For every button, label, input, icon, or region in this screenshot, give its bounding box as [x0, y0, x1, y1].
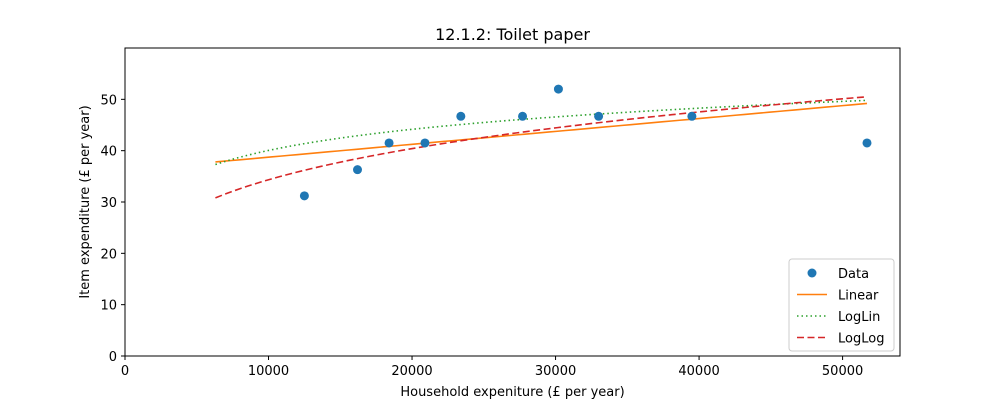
y-tick-label: 50	[100, 93, 117, 108]
y-tick-label: 40	[100, 145, 117, 160]
fit-lines	[215, 95, 868, 199]
data-point	[299, 191, 309, 201]
data-point	[518, 111, 528, 121]
legend-marker-data	[807, 268, 817, 278]
fit-line-loglog	[215, 95, 868, 199]
data-point	[553, 84, 563, 94]
x-axis-ticks: 0 10000 20000 30000 40000 50000	[121, 356, 863, 379]
x-tick-label: 50000	[822, 364, 863, 379]
y-tick-label: 10	[100, 299, 117, 314]
data-point	[384, 138, 394, 148]
fit-line-linear	[215, 102, 868, 163]
x-tick-label: 20000	[391, 364, 432, 379]
legend-label-loglin: LogLin	[838, 310, 880, 325]
x-tick-label: 30000	[535, 364, 576, 379]
data-points	[299, 84, 872, 201]
y-tick-label: 0	[109, 350, 117, 365]
legend-label-linear: Linear	[838, 289, 879, 304]
y-tick-label: 30	[100, 196, 117, 211]
x-tick-label: 0	[121, 364, 129, 379]
legend-label-data: Data	[838, 267, 869, 282]
y-tick-label: 20	[100, 247, 117, 262]
data-point	[862, 138, 872, 148]
legend-items: Data Linear LogLin LogLog	[797, 267, 884, 347]
data-point	[687, 111, 697, 121]
fit-line-loglin	[215, 99, 868, 166]
legend: Data Linear LogLin LogLog	[788, 258, 895, 352]
x-tick-label: 40000	[678, 364, 719, 379]
data-point	[353, 165, 362, 175]
data-point	[420, 138, 430, 148]
legend-box	[788, 258, 895, 352]
x-axis-label: Household expeniture (£ per year)	[400, 385, 624, 400]
y-axis-label: Item expenditure (£ per year)	[78, 105, 93, 298]
y-axis-ticks: 0 10 20 30 40 50	[100, 93, 125, 365]
data-point	[456, 111, 466, 121]
x-tick-label: 10000	[248, 364, 289, 379]
data-point	[594, 111, 604, 121]
legend-label-loglog: LogLog	[838, 332, 884, 347]
chart-title: 12.1.2: Toilet paper	[435, 25, 590, 44]
